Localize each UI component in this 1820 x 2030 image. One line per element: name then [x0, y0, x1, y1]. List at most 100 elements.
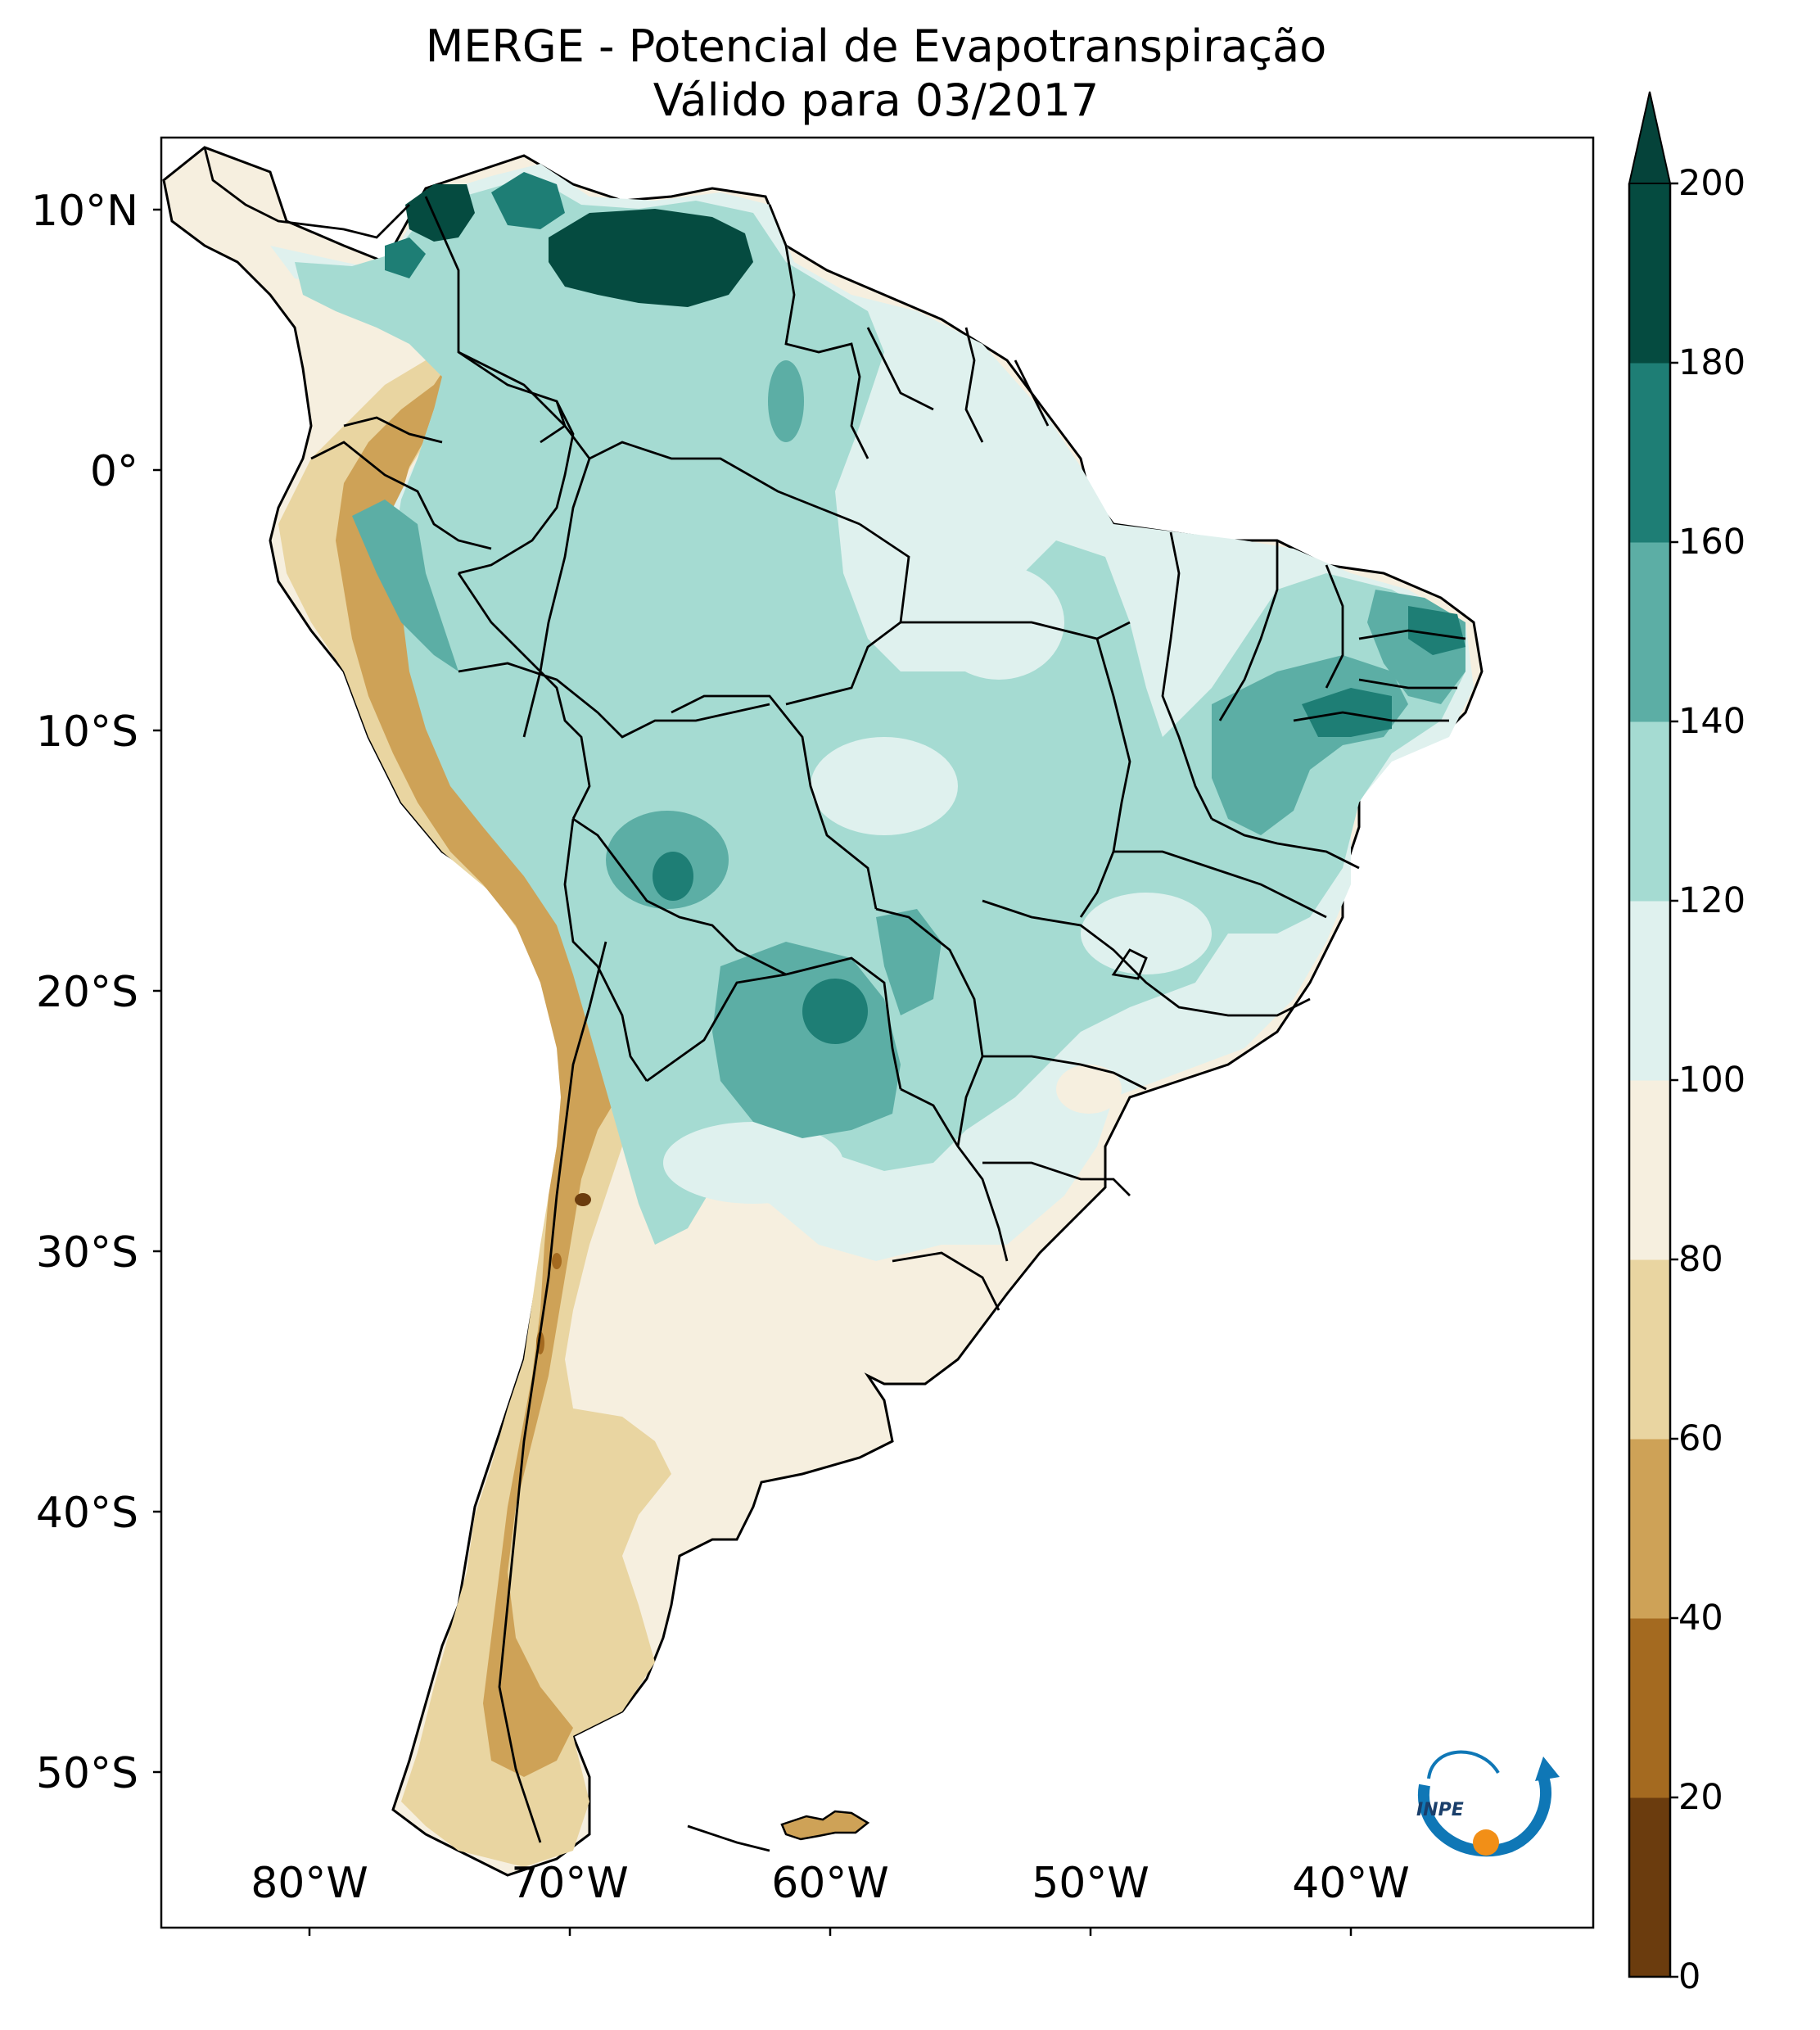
logo-arrow — [1535, 1756, 1560, 1781]
logo-swoosh — [1417, 1775, 1552, 1857]
medium-cyan-zone — [295, 176, 1465, 1245]
colorbar-tick-label: 140 — [1678, 701, 1746, 742]
border-argentina-paraguay — [646, 956, 902, 1090]
border-state-to — [1079, 638, 1131, 918]
map-frame — [160, 136, 1595, 1929]
darkest-zone-caribbean — [491, 172, 565, 229]
colorbar-tick-label: 0 — [1678, 1956, 1701, 1997]
border-state-ce — [1325, 564, 1344, 689]
darkest-zone-guajira — [405, 184, 475, 242]
light-patch-1 — [917, 426, 1015, 491]
dark-cyan-zone-west — [352, 500, 458, 671]
lat-label-40s: 40°S — [35, 1489, 138, 1538]
map-title: MERGE - Potencial de Evapotranspiração — [425, 20, 1327, 72]
border-state-ba — [1211, 817, 1360, 870]
border-state-am — [522, 458, 591, 738]
logo-text: INPE — [1416, 1800, 1464, 1820]
axis-ticks — [153, 208, 1353, 1936]
evapotranspiration-field — [162, 146, 1484, 1877]
dry-spot-1 — [575, 1193, 591, 1206]
lon-label-50w: 50°W — [1032, 1859, 1149, 1908]
lat-label-10n: 10°N — [30, 187, 138, 236]
border-state-mg-sp — [982, 899, 1311, 1017]
border-state-pi — [1218, 540, 1279, 721]
dark-cyan-zone-pantanal — [876, 909, 942, 1015]
border-bolivia-paraguay — [572, 817, 787, 976]
border-paraguay-brazil — [875, 907, 984, 1147]
lat-label-30s: 30°S — [35, 1228, 138, 1277]
colorbar-segment — [1629, 721, 1670, 902]
border-state-go-mg — [1113, 850, 1327, 919]
border-state-sc — [982, 1161, 1131, 1196]
border-ecuador — [310, 441, 492, 550]
border-guyana-suriname — [866, 327, 934, 411]
border-suriname-guiana — [964, 327, 984, 443]
lon-label-60w: 60°W — [771, 1859, 889, 1908]
logo-arc-top — [1427, 1750, 1500, 1779]
border-state-ma — [1161, 531, 1213, 820]
teal-zone-bolivia — [653, 852, 693, 901]
colorbar-tick-label: 200 — [1678, 163, 1746, 204]
lat-label-20s: 20°S — [35, 968, 138, 1017]
colorbar-tick-label: 160 — [1678, 522, 1746, 563]
colorbar-segment — [1629, 901, 1670, 1081]
colorbar-tick-label: 120 — [1678, 880, 1746, 921]
colorbar-tick-label: 60 — [1678, 1418, 1723, 1459]
border-state-pb — [1358, 678, 1457, 689]
border-peru-brazil — [457, 572, 591, 820]
colorbar-tick-label: 20 — [1678, 1777, 1723, 1818]
border-bolivia-brazil — [671, 694, 878, 910]
border-central-america — [203, 147, 410, 239]
lat-label-0: 0° — [89, 447, 138, 496]
lon-label-40w: 40°W — [1292, 1859, 1410, 1908]
lon-label-80w: 80°W — [251, 1859, 368, 1908]
border-colombia-brazil — [458, 400, 575, 575]
border-state-pr — [982, 1055, 1147, 1091]
teal-zone-colombia-coast — [385, 237, 426, 278]
border-state-pa — [785, 522, 910, 706]
border-state-pe — [1293, 711, 1449, 722]
border-uruguay — [892, 1251, 1000, 1311]
border-state-rn — [1358, 629, 1466, 640]
border-venezuela-guyana — [768, 204, 869, 459]
lat-label-10s: 10°S — [35, 708, 138, 757]
border-french-guiana — [1014, 359, 1050, 427]
colorbar-tick-label: 180 — [1678, 342, 1746, 383]
inpe-logo — [1417, 1750, 1560, 1857]
colorbar-segment — [1629, 1797, 1670, 1978]
colorbar-tick-label: 40 — [1678, 1598, 1723, 1639]
border-north-brazil — [458, 350, 860, 526]
border-state-mt — [901, 621, 1131, 640]
andes-arid-zone — [336, 360, 622, 1777]
border-peru-bolivia — [563, 818, 598, 967]
colorbar-tick-label: 80 — [1678, 1239, 1723, 1280]
colorbar-segment — [1629, 1618, 1670, 1798]
dark-cyan-zone-guiana — [768, 360, 804, 442]
border-df — [1111, 948, 1148, 980]
falklands-islands — [780, 1810, 870, 1841]
lat-label-50s: 50°S — [35, 1749, 138, 1798]
colorbar-extend-arrow — [1628, 91, 1672, 184]
map-subtitle: Válido para 03/2017 — [653, 75, 1100, 126]
colorbar-segment — [1629, 1259, 1670, 1440]
teal-zone-northeast-tip — [1408, 606, 1465, 655]
colorbar-segment — [1629, 1439, 1670, 1619]
colorbar-segment — [1629, 1080, 1670, 1260]
dry-spot-2 — [552, 1253, 562, 1269]
beige-patch-1 — [1056, 1065, 1122, 1114]
colorbar-segment — [1629, 183, 1670, 364]
logo-dot — [1473, 1829, 1499, 1856]
border-argentina-brazil — [900, 1087, 1009, 1262]
border-chile-argentina — [498, 941, 607, 1843]
border-state-ac — [458, 662, 770, 739]
border-tierra-del-fuego — [687, 1824, 770, 1852]
colorbar-segment — [1629, 542, 1670, 722]
country-borders — [203, 147, 1466, 1852]
light-patch-5 — [663, 1122, 843, 1204]
lon-label-70w: 70°W — [511, 1859, 629, 1908]
darkest-zone-venezuela — [549, 209, 753, 307]
teal-zone-paraguay — [802, 979, 868, 1044]
border-chile-bolivia — [596, 965, 648, 1082]
colorbar-tick-label: 100 — [1678, 1060, 1746, 1101]
